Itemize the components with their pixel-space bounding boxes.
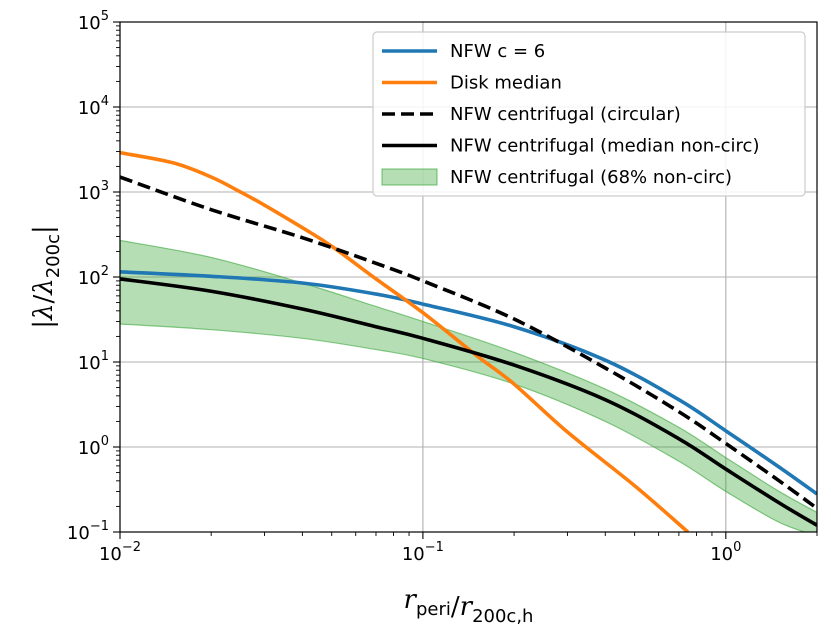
series-line-2 bbox=[120, 150, 690, 532]
x-tick-label: 10−2 bbox=[99, 540, 141, 565]
series-line-3 bbox=[120, 175, 817, 510]
y-tick-label: 101 bbox=[78, 349, 109, 374]
series-band-68pct bbox=[120, 239, 817, 532]
y-tick-label: 100 bbox=[78, 434, 109, 459]
series-line-4 bbox=[120, 277, 817, 527]
x-tick-label: 10−1 bbox=[402, 540, 444, 565]
x-tick-label: 100 bbox=[710, 540, 741, 565]
y-tick-label: 103 bbox=[78, 179, 109, 204]
legend-label: NFW centrifugal (circular) bbox=[450, 104, 681, 125]
legend-label: NFW centrifugal (68% non-circ) bbox=[450, 167, 732, 188]
line-layer bbox=[120, 150, 817, 532]
series-line-1 bbox=[120, 270, 817, 496]
x-axis-label: rperi/r200c,h bbox=[404, 585, 534, 627]
legend-swatch bbox=[381, 168, 438, 186]
band-layer bbox=[120, 239, 817, 532]
y-tick-label: 104 bbox=[78, 94, 109, 119]
legend-label: NFW c = 6 bbox=[450, 41, 545, 62]
y-tick-label: 10−1 bbox=[67, 519, 109, 544]
legend-box bbox=[372, 31, 806, 197]
y-axis-label: |λ/λ200c| bbox=[29, 225, 64, 329]
legend-label: Disk median bbox=[450, 73, 562, 94]
legend: NFW c = 6 Disk median NFW centrifugal (cir… bbox=[372, 31, 806, 197]
y-tick-label: 102 bbox=[78, 264, 109, 289]
y-tick-label: 105 bbox=[78, 9, 109, 34]
legend-label: NFW centrifugal (median non-circ) bbox=[450, 136, 759, 157]
